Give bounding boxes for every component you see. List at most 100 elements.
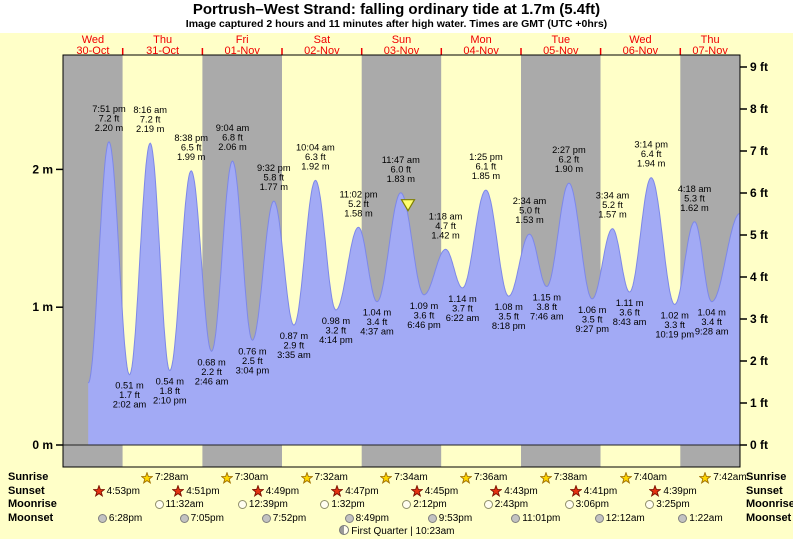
- day-label-06-Nov: Wed 06-Nov: [623, 34, 659, 57]
- sunset-label-left: Sunset: [8, 484, 45, 497]
- sunrise-time: 7:32am: [314, 472, 348, 483]
- high-tide-annotation: 7:51 pm 7.2 ft 2.20 m: [92, 104, 126, 133]
- sunrise-star-icon: [141, 471, 153, 484]
- sunset-event: 4:53pm: [92, 485, 140, 498]
- chart-header: Portrush–West Strand: falling ordinary t…: [0, 0, 793, 33]
- day-label-01-Nov: Fri 01-Nov: [224, 34, 260, 57]
- moonset-icon: [344, 513, 354, 523]
- low-tide-annotation: 0.76 m 2.5 ft 3:04 pm: [236, 346, 270, 375]
- chart-subtitle: Image captured 2 hours and 11 minutes af…: [185, 18, 608, 30]
- astro-row-sunrise: Sunrise Sunrise 7:28am 7:30am 7:32am 7:34am 7:…: [0, 471, 793, 484]
- sunrise-star-icon: [380, 471, 393, 484]
- day-label-30-Oct: Wed 30-Oct: [76, 34, 109, 57]
- sunrise-star-icon: [539, 471, 552, 484]
- low-tide-annotation: 1.14 m 3.7 ft 6:22 am: [446, 294, 480, 323]
- low-tide-annotation: 1.09 m 3.6 ft 6:46 pm: [407, 301, 441, 330]
- sunrise-event: 7:28am: [141, 471, 188, 484]
- sunrise-star-icon: [220, 471, 233, 484]
- right-axis-label: 0 ft: [750, 438, 768, 452]
- sunrise-time: 7:42am: [713, 472, 747, 483]
- sunset-event: 4:41pm: [569, 485, 618, 498]
- high-tide-annotation: 11:02 pm 5.2 ft 1.58 m: [339, 189, 377, 218]
- tide-curve-line: [87, 141, 741, 384]
- moonrise-event: 1:32pm: [320, 498, 365, 511]
- right-axis-label: 8 ft: [750, 102, 768, 116]
- sunset-event: 4:43pm: [490, 485, 538, 498]
- low-tide-annotation: 0.51 m 1.7 ft 2:02 am: [113, 381, 147, 410]
- left-axis-label: 2 m: [32, 162, 53, 176]
- moonset-time: 12:12am: [605, 512, 645, 524]
- low-tide-annotation: 1.08 m 3.5 ft 8:18 pm: [492, 302, 526, 331]
- left-axis-label: 1 m: [32, 300, 53, 314]
- chart-title: Portrush–West Strand: falling ordinary t…: [192, 1, 601, 18]
- sunset-time: 4:51pm: [186, 485, 220, 497]
- right-axis-label: 3 ft: [750, 312, 768, 326]
- sunrise-event: 7:40am: [619, 471, 667, 484]
- moonset-label-left: Moonset: [8, 511, 54, 524]
- sunset-event: 4:49pm: [251, 485, 299, 498]
- moonrise-icon: [154, 500, 164, 509]
- moonset-icon: [511, 513, 521, 523]
- sunset-time: 4:43pm: [504, 485, 538, 497]
- sunset-star-icon: [251, 485, 264, 497]
- low-tide-annotation: 0.54 m 1.8 ft 2:10 pm: [153, 377, 187, 406]
- right-axis-label: 2 ft: [750, 354, 768, 368]
- moonrise-icon: [320, 500, 330, 509]
- moonrise-time: 12:39pm: [248, 499, 288, 510]
- high-tide-annotation: 11:47 am 6.0 ft 1.83 m: [382, 155, 420, 184]
- moonrise-icon: [237, 500, 247, 509]
- low-tide-annotation: 0.87 m 2.9 ft 3:35 am: [277, 331, 311, 360]
- sunrise-event: 7:42am: [699, 471, 747, 484]
- low-tide-annotation: 1.15 m 3.8 ft 7:46 am: [530, 293, 564, 322]
- moonrise-time: 3:25pm: [656, 499, 690, 510]
- sunrise-star-icon: [300, 471, 313, 484]
- sunset-event: 4:51pm: [172, 485, 220, 498]
- moon-phase-text: First Quarter | 10:23am: [351, 526, 455, 537]
- high-tide-annotation: 1:18 am 4.7 ft 1.42 m: [429, 211, 463, 240]
- sunset-event: 4:45pm: [410, 485, 459, 498]
- sunset-time: 4:47pm: [345, 485, 379, 497]
- high-tide-annotation: 9:04 am 6.8 ft 2.06 m: [216, 123, 250, 152]
- low-tide-annotation: 1.11 m 3.6 ft 8:43 am: [613, 298, 647, 327]
- high-tide-annotation: 2:27 pm 6.2 ft 1.90 m: [552, 145, 586, 174]
- sunset-time: 4:41pm: [583, 485, 618, 497]
- sunset-star-icon: [410, 485, 423, 497]
- right-axis-label: 5 ft: [750, 228, 768, 242]
- moonset-icon: [594, 513, 604, 523]
- moon-phase-footer: First Quarter | 10:23am: [0, 525, 793, 538]
- low-tide-annotation: 1.02 m 3.3 ft 10:19 pm: [655, 310, 694, 339]
- sunrise-time: 7:34am: [394, 472, 428, 483]
- moonset-icon: [97, 513, 107, 523]
- sunset-time: 4:45pm: [424, 485, 459, 497]
- low-tide-annotation: 1.06 m 3.5 ft 9:27 pm: [575, 305, 609, 334]
- moonrise-label-left: Moonrise: [8, 498, 57, 510]
- sunrise-event: 7:30am: [220, 471, 269, 484]
- right-axis-label: 4 ft: [750, 270, 768, 284]
- moonset-icon: [179, 513, 189, 523]
- day-label-07-Nov: Thu 07-Nov: [692, 34, 728, 57]
- moonrise-event: 2:12pm: [402, 498, 447, 511]
- moonset-time: 6:28pm: [108, 512, 143, 524]
- high-tide-annotation: 10:04 am 6.3 ft 1.92 m: [296, 142, 335, 171]
- sunrise-star-icon: [619, 471, 632, 484]
- day-label-31-Oct: Thu 31-Oct: [146, 34, 179, 57]
- sunset-time: 4:39pm: [663, 485, 697, 497]
- left-axis-label: 0 m: [32, 438, 53, 452]
- sunrise-time: 7:30am: [234, 472, 269, 483]
- moonset-event: 7:05pm: [179, 512, 224, 525]
- moonset-event: 9:53pm: [427, 512, 472, 525]
- right-axis-label: 9 ft: [750, 60, 768, 74]
- moonset-event: 11:01pm: [511, 512, 560, 525]
- moonrise-icon: [564, 500, 574, 509]
- sunrise-star-icon: [699, 471, 712, 484]
- moonrise-event: 3:06pm: [564, 498, 609, 511]
- low-tide-annotation: 1.04 m 3.4 ft 4:37 am: [360, 308, 394, 337]
- low-tide-annotation: 1.04 m 3.4 ft 9:28 am: [695, 308, 729, 337]
- moonset-icon: [261, 513, 271, 523]
- moonrise-event: 11:32am: [154, 498, 204, 511]
- moonrise-icon: [645, 500, 655, 509]
- sunset-label-right: Sunset: [746, 484, 783, 497]
- high-tide-annotation: 8:38 pm 6.5 ft 1.99 m: [174, 133, 208, 162]
- moonset-event: 7:52pm: [261, 512, 306, 525]
